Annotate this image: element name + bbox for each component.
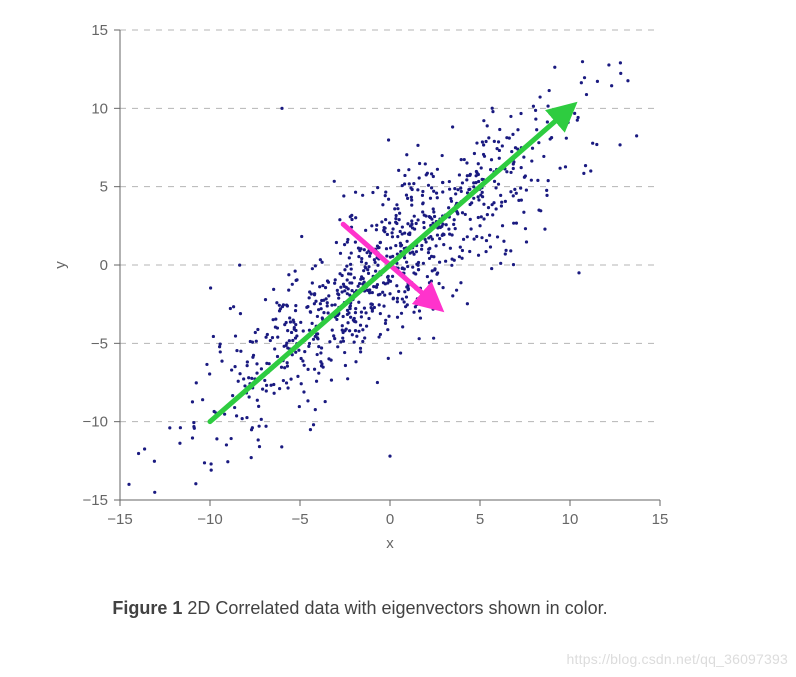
caption-label: Figure 1 [112,598,182,618]
svg-text:10: 10 [562,511,579,528]
svg-text:x: x [386,535,394,552]
svg-text:15: 15 [91,22,108,39]
svg-text:−10: −10 [197,511,222,528]
svg-text:0: 0 [100,257,108,274]
svg-text:5: 5 [100,179,108,196]
svg-text:−5: −5 [291,511,308,528]
scatter-chart: −15 −10 −5 0 5 10 15 −15 −10 −5 0 5 10 15 x y [40,10,680,570]
svg-text:10: 10 [91,100,108,117]
svg-text:−15: −15 [83,492,108,509]
svg-text:5: 5 [476,511,484,528]
figure-caption: Figure 1 2D Correlated data with eigenve… [80,595,640,622]
svg-text:y: y [52,261,69,269]
svg-text:−5: −5 [91,335,108,352]
caption-text: 2D Correlated data with eigenvectors sho… [187,598,607,618]
svg-text:−15: −15 [107,511,132,528]
svg-text:15: 15 [652,511,669,528]
watermark-text: https://blog.csdn.net/qq_36097393 [567,651,788,667]
svg-text:0: 0 [386,511,394,528]
svg-text:−10: −10 [83,414,108,431]
